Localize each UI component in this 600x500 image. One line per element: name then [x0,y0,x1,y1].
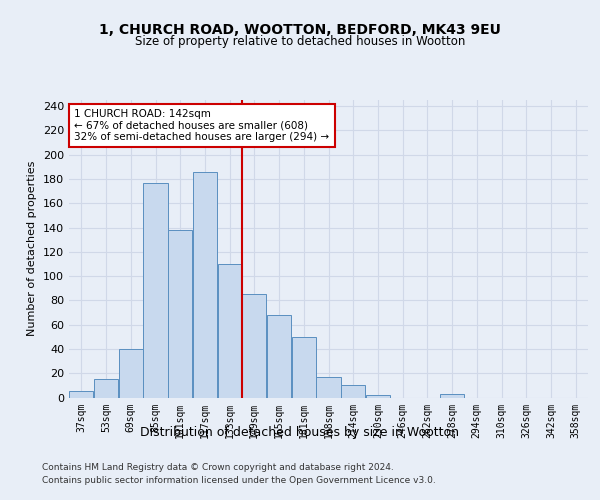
Bar [316,377,341,398]
Text: Distribution of detached houses by size in Wootton: Distribution of detached houses by size … [140,426,460,439]
Y-axis label: Number of detached properties: Number of detached properties [28,161,37,336]
Text: 1 CHURCH ROAD: 142sqm
← 67% of detached houses are smaller (608)
32% of semi-det: 1 CHURCH ROAD: 142sqm ← 67% of detached … [74,109,329,142]
Bar [168,230,193,398]
Bar [366,395,390,398]
Bar [119,349,143,398]
Bar [267,315,291,398]
Text: Contains public sector information licensed under the Open Government Licence v3: Contains public sector information licen… [42,476,436,485]
Bar [292,337,316,398]
Text: 1, CHURCH ROAD, WOOTTON, BEDFORD, MK43 9EU: 1, CHURCH ROAD, WOOTTON, BEDFORD, MK43 9… [99,22,501,36]
Bar [440,394,464,398]
Bar [94,380,118,398]
Bar [341,386,365,398]
Bar [143,182,167,398]
Bar [69,392,94,398]
Bar [193,172,217,398]
Bar [242,294,266,398]
Text: Size of property relative to detached houses in Wootton: Size of property relative to detached ho… [135,35,465,48]
Bar [218,264,242,398]
Text: Contains HM Land Registry data © Crown copyright and database right 2024.: Contains HM Land Registry data © Crown c… [42,464,394,472]
